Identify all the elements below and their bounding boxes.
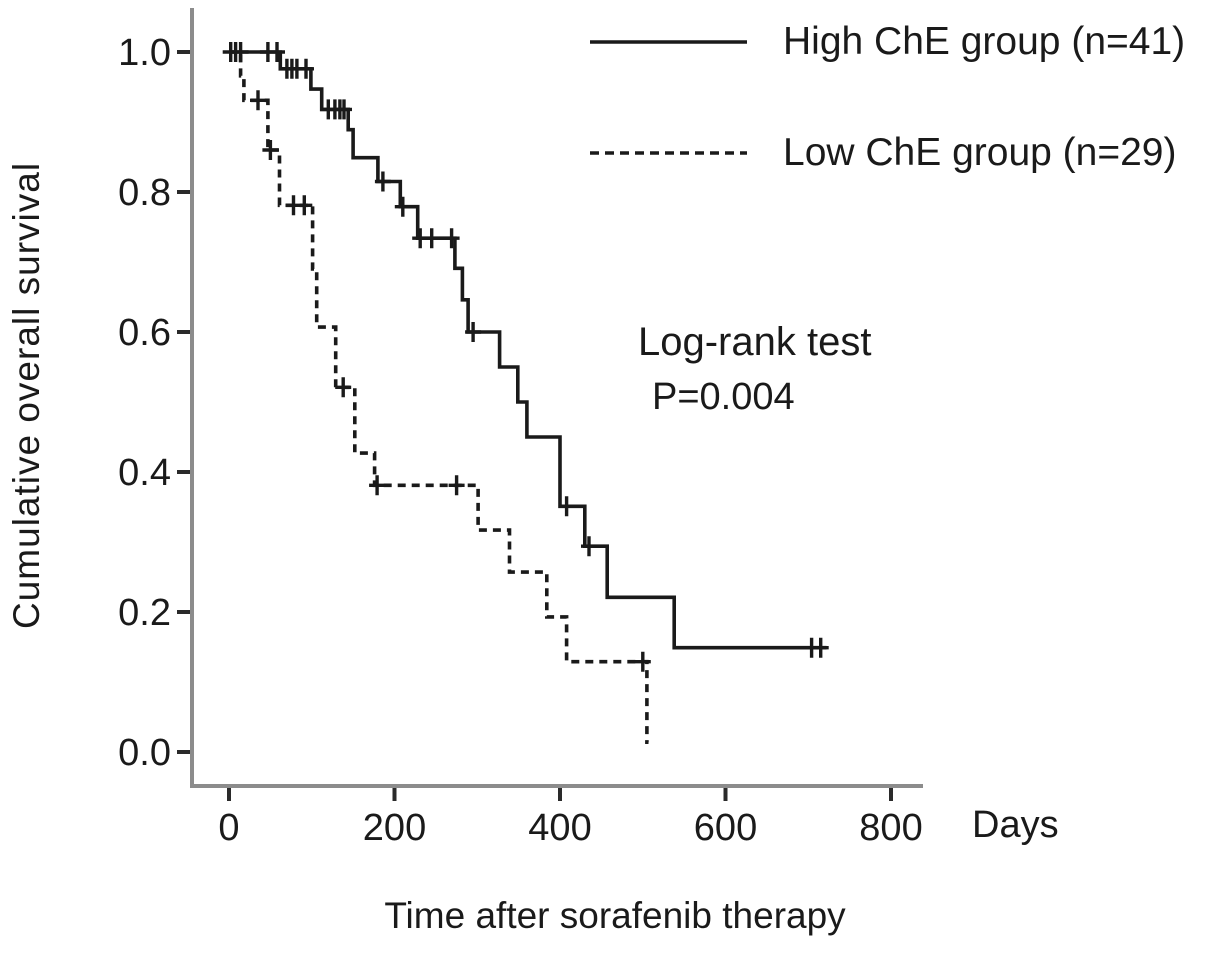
censor-marks-low-che (250, 90, 651, 672)
y-tick-label: 0.8 (118, 172, 171, 214)
x-tick-label: 0 (218, 807, 239, 849)
x-tick-label: 600 (694, 807, 757, 849)
x-tick-label: 800 (859, 807, 922, 849)
y-tick-label: 0.4 (118, 452, 171, 494)
logrank-test-label: Log-rank test (638, 320, 872, 364)
x-tick-label: 400 (528, 807, 591, 849)
p-value-label: P=0.004 (652, 376, 795, 418)
legend-label-high-group: High ChE group (n=41) (783, 20, 1186, 63)
legend-label-low-group: Low ChE group (n=29) (783, 131, 1177, 174)
y-tick-label: 0.2 (118, 592, 171, 634)
y-tick-label: 0.0 (118, 732, 171, 774)
x-axis-title: Time after sorafenib therapy (384, 895, 846, 936)
y-axis-title: Cumulative overall survival (6, 161, 47, 629)
y-tick-label: 0.6 (118, 312, 171, 354)
x-tick-label: 200 (363, 807, 426, 849)
survival-curve-low-che (229, 50, 649, 744)
x-axis-unit-label: Days (972, 804, 1059, 846)
y-tick-label: 1.0 (118, 32, 171, 74)
